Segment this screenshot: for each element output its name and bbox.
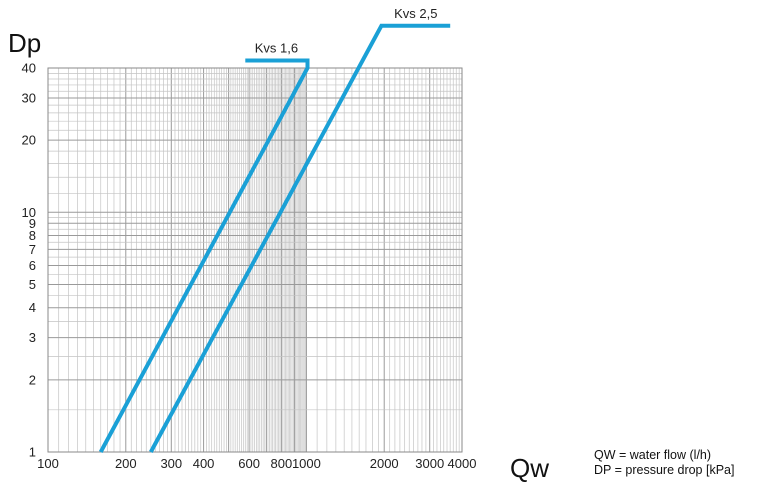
y-tick-label: 10: [22, 205, 36, 220]
y-tick-label: 30: [22, 90, 36, 105]
plot-frame: [47, 67, 463, 453]
legend-dp: DP = pressure drop [kPa]: [594, 463, 735, 477]
tick-labels: 100 200 300 400 600 800 1000 2000 3000 4000 1 2 3 4 5 6…: [22, 61, 477, 472]
series-lines: Kvs 1,6 Kvs 2,5: [98, 6, 451, 453]
y-tick-label: 40: [22, 61, 36, 76]
y-tick-label: 6: [29, 258, 36, 273]
y-tick-label: 1: [29, 445, 36, 460]
x-tick-label: 800: [271, 456, 293, 471]
series-label-1: Kvs 1,6: [255, 40, 298, 55]
y-tick-label: 2: [29, 372, 36, 387]
x-axis-title: Qw: [510, 453, 549, 483]
x-tick-label: 3000: [415, 456, 444, 471]
y-axis-title: Dp: [8, 28, 41, 58]
chart-grid: [47, 67, 463, 453]
legend-qw: QW = water flow (l/h): [594, 448, 712, 462]
y-tick-label: 5: [29, 277, 36, 292]
x-tick-label: 2000: [370, 456, 399, 471]
x-tick-label: 4000: [448, 456, 477, 471]
x-tick-label: 100: [37, 456, 59, 471]
series-label-2: Kvs 2,5: [394, 6, 437, 21]
y-tick-label: 3: [29, 330, 36, 345]
x-tick-label: 300: [160, 456, 182, 471]
x-tick-label: 400: [193, 456, 215, 471]
series-line-2: [149, 23, 451, 453]
y-tick-label: 20: [22, 133, 36, 148]
axis-legend: QW = water flow (l/h) DP = pressure drop…: [594, 448, 734, 478]
y-tick-label: 9: [29, 216, 36, 231]
y-tick-label: 8: [29, 228, 36, 243]
x-tick-label: 600: [238, 456, 260, 471]
y-tick-label: 4: [29, 300, 36, 315]
y-tick-label: 7: [29, 242, 36, 257]
series-line-1: [98, 58, 310, 453]
x-tick-label: 1000: [292, 456, 321, 471]
x-tick-label: 200: [115, 456, 137, 471]
